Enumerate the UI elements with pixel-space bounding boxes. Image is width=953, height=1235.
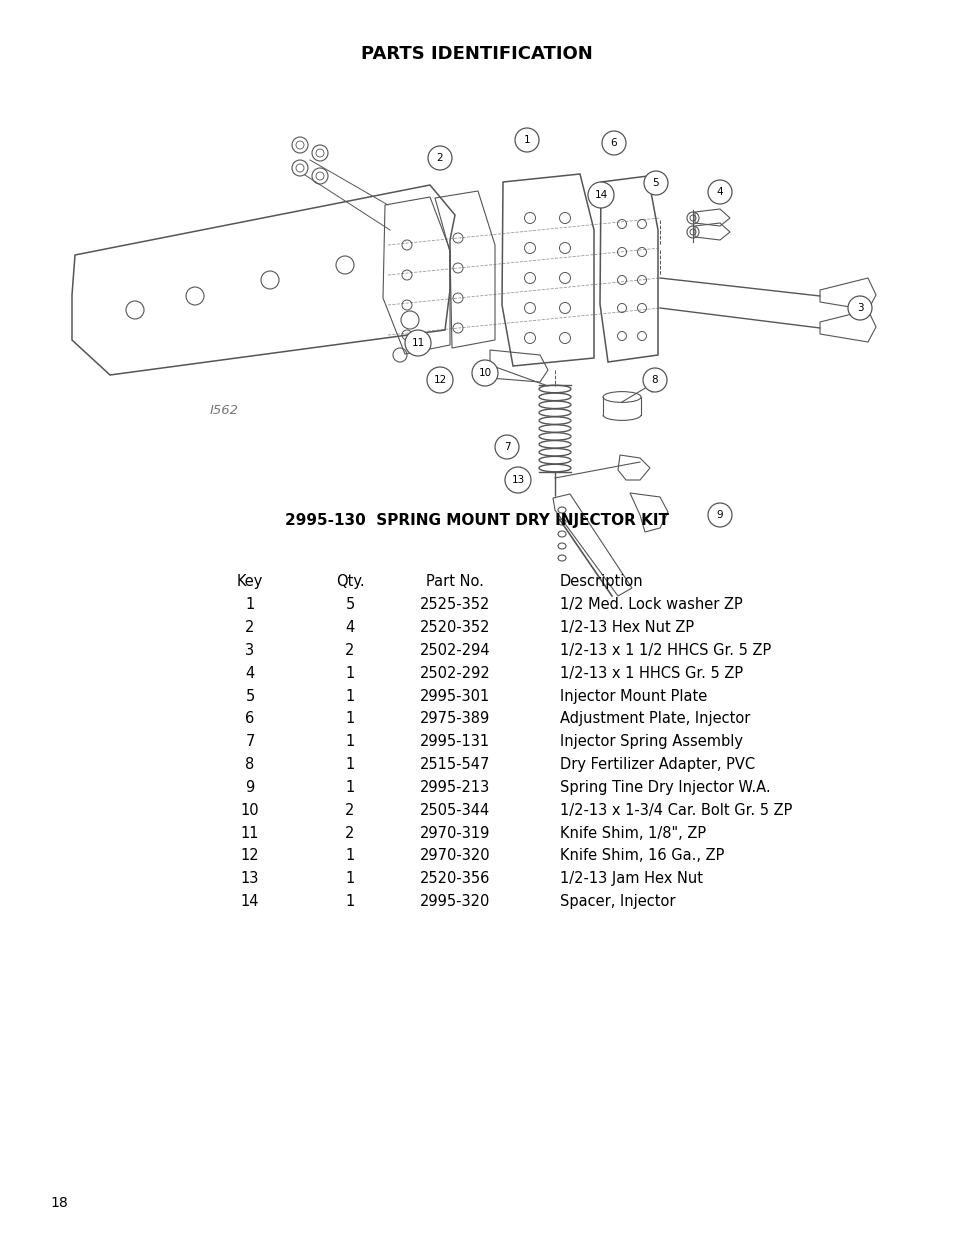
Text: 13: 13 [240,872,259,887]
Text: Part No.: Part No. [426,574,483,589]
Circle shape [427,367,453,393]
Text: Knife Shim, 1/8", ZP: Knife Shim, 1/8", ZP [559,825,705,841]
Circle shape [601,131,625,156]
Text: 2995-213: 2995-213 [419,781,490,795]
Text: 9: 9 [245,781,254,795]
Circle shape [472,359,497,387]
Text: 1: 1 [345,666,355,680]
Circle shape [707,503,731,527]
Text: 1/2-13 Jam Hex Nut: 1/2-13 Jam Hex Nut [559,872,702,887]
Text: 18: 18 [50,1195,68,1210]
Text: 2502-294: 2502-294 [419,642,490,658]
Text: 12: 12 [433,375,446,385]
Text: 1: 1 [523,135,530,144]
Text: 1: 1 [345,711,355,726]
Text: Dry Fertilizer Adapter, PVC: Dry Fertilizer Adapter, PVC [559,757,755,772]
Circle shape [428,146,452,170]
Text: I562: I562 [210,404,239,416]
Text: 6: 6 [245,711,254,726]
Text: 2: 2 [436,153,443,163]
Text: 1: 1 [345,734,355,750]
Circle shape [405,330,431,356]
Text: 11: 11 [411,338,424,348]
Circle shape [643,170,667,195]
Text: Knife Shim, 16 Ga., ZP: Knife Shim, 16 Ga., ZP [559,848,723,863]
Text: Spacer, Injector: Spacer, Injector [559,894,675,909]
Text: 2: 2 [345,642,355,658]
Text: 9: 9 [716,510,722,520]
Text: 2995-130  SPRING MOUNT DRY INJECTOR KIT: 2995-130 SPRING MOUNT DRY INJECTOR KIT [285,513,668,527]
Text: 2: 2 [345,825,355,841]
Circle shape [707,180,731,204]
Text: 10: 10 [478,368,491,378]
Text: 3: 3 [856,303,862,312]
Text: 7: 7 [245,734,254,750]
Text: 1/2 Med. Lock washer ZP: 1/2 Med. Lock washer ZP [559,597,742,613]
Text: 8: 8 [245,757,254,772]
Text: 10: 10 [240,803,259,818]
Text: 2525-352: 2525-352 [419,597,490,613]
Text: 2975-389: 2975-389 [419,711,490,726]
Text: 2: 2 [245,620,254,635]
Text: 2505-344: 2505-344 [419,803,490,818]
Text: 14: 14 [240,894,259,909]
Text: 5: 5 [652,178,659,188]
Text: Adjustment Plate, Injector: Adjustment Plate, Injector [559,711,750,726]
Circle shape [587,182,614,207]
Text: 1: 1 [345,848,355,863]
Circle shape [504,467,531,493]
Text: 12: 12 [240,848,259,863]
Circle shape [495,435,518,459]
Text: 1/2-13 x 1-3/4 Car. Bolt Gr. 5 ZP: 1/2-13 x 1-3/4 Car. Bolt Gr. 5 ZP [559,803,792,818]
Text: 1/2-13 x 1 1/2 HHCS Gr. 5 ZP: 1/2-13 x 1 1/2 HHCS Gr. 5 ZP [559,642,770,658]
Text: 11: 11 [240,825,259,841]
Text: 1: 1 [345,688,355,704]
Text: Injector Spring Assembly: Injector Spring Assembly [559,734,742,750]
Text: 1: 1 [345,781,355,795]
Text: 2970-319: 2970-319 [419,825,490,841]
Text: 2995-320: 2995-320 [419,894,490,909]
Text: 2995-301: 2995-301 [419,688,490,704]
Text: 13: 13 [511,475,524,485]
Text: 4: 4 [345,620,355,635]
Text: 2970-320: 2970-320 [419,848,490,863]
Text: 5: 5 [245,688,254,704]
Text: Description: Description [559,574,643,589]
Circle shape [642,368,666,391]
Text: 2: 2 [345,803,355,818]
Text: 4: 4 [716,186,722,198]
Text: 14: 14 [594,190,607,200]
Text: 2515-547: 2515-547 [419,757,490,772]
Text: 2520-352: 2520-352 [419,620,490,635]
Text: Key: Key [236,574,263,589]
Text: 1/2-13 Hex Nut ZP: 1/2-13 Hex Nut ZP [559,620,694,635]
Text: Spring Tine Dry Injector W.A.: Spring Tine Dry Injector W.A. [559,781,770,795]
Text: 1: 1 [245,597,254,613]
Text: 3: 3 [245,642,254,658]
Text: PARTS IDENTIFICATION: PARTS IDENTIFICATION [361,44,592,63]
Text: 1: 1 [345,872,355,887]
Text: 6: 6 [610,138,617,148]
Circle shape [515,128,538,152]
Text: 2502-292: 2502-292 [419,666,490,680]
Text: 2520-356: 2520-356 [419,872,490,887]
Text: 2995-131: 2995-131 [419,734,490,750]
Text: Qty.: Qty. [335,574,364,589]
Circle shape [847,296,871,320]
Text: 7: 7 [503,442,510,452]
Text: Injector Mount Plate: Injector Mount Plate [559,688,706,704]
Text: 1: 1 [345,894,355,909]
Text: 1/2-13 x 1 HHCS Gr. 5 ZP: 1/2-13 x 1 HHCS Gr. 5 ZP [559,666,742,680]
Text: 4: 4 [245,666,254,680]
Text: 8: 8 [651,375,658,385]
Text: 1: 1 [345,757,355,772]
Text: 5: 5 [345,597,355,613]
